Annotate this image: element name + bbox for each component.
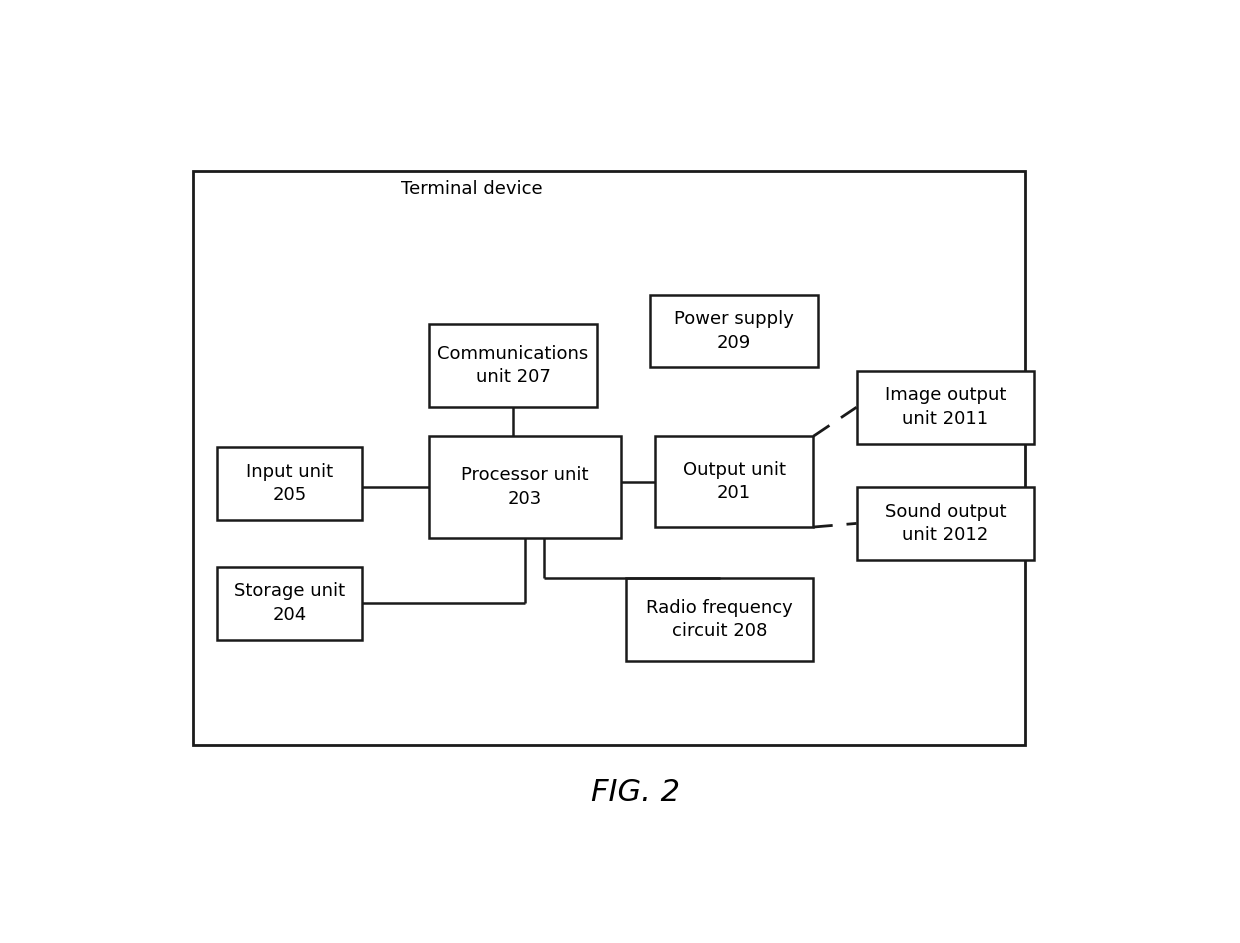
Text: Storage unit
204: Storage unit 204 — [234, 583, 345, 624]
Text: Processor unit
203: Processor unit 203 — [461, 466, 589, 508]
Bar — [429, 323, 596, 407]
Bar — [217, 447, 362, 520]
Bar — [626, 578, 813, 661]
Bar — [217, 567, 362, 639]
Bar — [650, 294, 818, 367]
Bar — [193, 172, 1024, 745]
Text: FIG. 2: FIG. 2 — [591, 778, 680, 806]
Text: Radio frequency
circuit 208: Radio frequency circuit 208 — [646, 599, 792, 640]
Bar — [429, 437, 621, 538]
Text: Input unit
205: Input unit 205 — [246, 463, 334, 505]
Text: Communications
unit 207: Communications unit 207 — [438, 345, 589, 387]
Text: Output unit
201: Output unit 201 — [682, 461, 785, 503]
Bar — [655, 437, 813, 527]
Text: Terminal device: Terminal device — [402, 180, 543, 198]
Text: Image output
unit 2011: Image output unit 2011 — [884, 387, 1006, 428]
Bar — [857, 488, 1034, 560]
Text: Sound output
unit 2012: Sound output unit 2012 — [884, 503, 1006, 544]
Bar — [857, 371, 1034, 443]
Text: Power supply
209: Power supply 209 — [675, 310, 794, 352]
